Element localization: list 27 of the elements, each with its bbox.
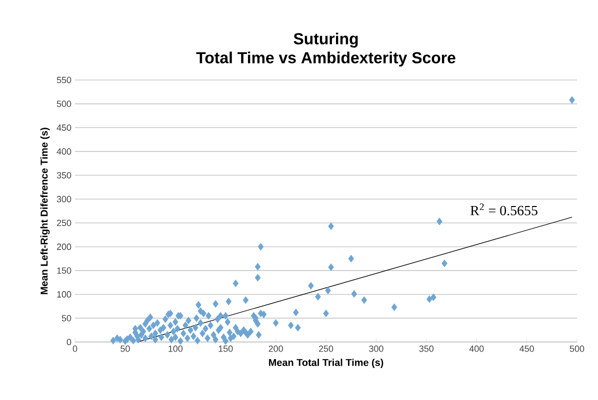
y-tick-label: 500 [56, 100, 72, 107]
y-tick-label: 150 [57, 267, 72, 274]
x-tick-label: 200 [268, 346, 283, 352]
chart-title: Suturing Total Time vs Ambidexterity Score [196, 32, 456, 67]
y-tick-label: 100 [57, 291, 72, 298]
x-tick-label: 300 [369, 346, 384, 352]
x-tick-label: 150 [218, 346, 233, 352]
y-tick-label: 200 [56, 244, 72, 250]
x-tick-label: 350 [419, 346, 434, 352]
x-tick-label: 50 [120, 346, 130, 352]
y-tick-label: 50 [62, 315, 72, 322]
y-tick-label: 250 [56, 220, 72, 226]
y-tick-label: 0 [66, 338, 72, 346]
x-axis-title: Mean Total Trial Time (s) [269, 358, 384, 368]
y-tick-label: 400 [56, 148, 72, 155]
y-tick-label: 550 [56, 76, 72, 84]
x-tick-label: 450 [520, 346, 534, 352]
x-tick-label: 400 [469, 346, 484, 352]
x-tick-label: 500 [570, 346, 584, 352]
x-tick-label: 250 [318, 346, 334, 352]
x-tick-label: 100 [168, 346, 183, 352]
y-tick-label: 350 [56, 172, 72, 178]
y-axis-title: Mean Left-Right Difefrence Time (s) [40, 128, 50, 294]
x-tick-label: 0 [72, 346, 78, 352]
y-tick-label: 300 [56, 196, 72, 202]
annotation: R$^{2}$ = 0.5655 [470, 203, 538, 216]
y-tick-label: 450 [56, 124, 72, 131]
